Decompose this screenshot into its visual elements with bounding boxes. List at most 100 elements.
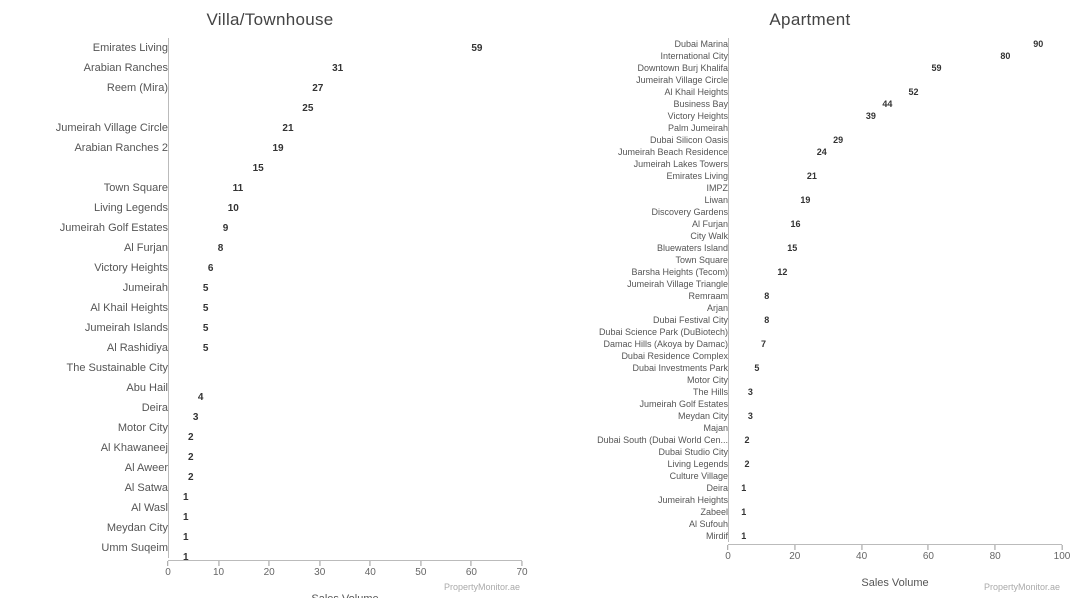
bar-row: Al Khail Heights5 bbox=[18, 298, 522, 318]
x-tick: 60 bbox=[923, 545, 934, 562]
category-label: Liwan bbox=[558, 195, 734, 205]
value-label: 3 bbox=[748, 411, 753, 421]
bar-row: Deira 1 bbox=[558, 482, 1062, 494]
bar-row: 15 bbox=[18, 158, 522, 178]
bar-area: 2 bbox=[174, 443, 522, 454]
category-label: City Walk bbox=[558, 231, 734, 241]
category-label: Jumeirah Golf Estates bbox=[558, 399, 734, 409]
category-label: Victory Heights bbox=[558, 111, 734, 121]
bar-area: 29 bbox=[734, 135, 1062, 145]
value-label: 59 bbox=[932, 63, 942, 73]
x-tick-label: 0 bbox=[725, 551, 731, 562]
bar-row: Jumeirah Beach Residence24 bbox=[558, 146, 1062, 158]
x-axis: 020406080100 bbox=[728, 544, 1062, 561]
value-label: 19 bbox=[800, 195, 810, 205]
panel-title-apartment: Apartment bbox=[558, 10, 1062, 30]
bar-area: 3 bbox=[174, 403, 522, 414]
bar-area: 25 bbox=[174, 103, 522, 114]
category-label: Business Bay bbox=[558, 99, 734, 109]
value-label: 11 bbox=[233, 183, 244, 194]
value-label: 15 bbox=[253, 163, 264, 174]
category-label: Victory Heights bbox=[18, 262, 174, 274]
bar-row: Jumeirah5 bbox=[18, 278, 522, 298]
bar-area: 27 bbox=[174, 83, 522, 94]
value-label: 4 bbox=[198, 392, 204, 403]
category-label: Al Satwa bbox=[18, 482, 174, 494]
bar-row: Arabian Ranches 219 bbox=[18, 138, 522, 158]
x-tick-label: 0 bbox=[165, 567, 171, 578]
value-label: 25 bbox=[302, 103, 313, 114]
bar-area: 1 bbox=[174, 503, 522, 514]
category-label: Jumeirah Village Circle bbox=[558, 75, 734, 85]
bar-area: 2 bbox=[734, 459, 1062, 469]
x-tick-label: 30 bbox=[314, 567, 325, 578]
bar-area: 9 bbox=[174, 223, 522, 234]
x-tick-label: 70 bbox=[516, 567, 527, 578]
x-tick: 20 bbox=[789, 545, 800, 562]
category-label: Dubai Residence Complex bbox=[558, 351, 734, 361]
bar-row: Emirates Living59 bbox=[18, 38, 522, 58]
bar-area: 21 bbox=[734, 171, 1062, 181]
bar-area: 12 bbox=[734, 267, 1062, 277]
value-label: 90 bbox=[1033, 39, 1043, 49]
value-label: 3 bbox=[193, 412, 199, 423]
value-label: 16 bbox=[790, 219, 800, 229]
value-label: 5 bbox=[203, 303, 209, 314]
bar-area: 3 bbox=[734, 387, 1062, 397]
bar-area: 19 bbox=[174, 143, 522, 154]
bar-area: 15 bbox=[734, 243, 1062, 253]
bar-row: Jumeirah Heights bbox=[558, 494, 1062, 506]
bar-row: Business Bay44 bbox=[558, 98, 1062, 110]
category-label: Jumeirah bbox=[18, 282, 174, 294]
bar-area: 44 bbox=[734, 99, 1062, 109]
panel-title-villa: Villa/Townhouse bbox=[18, 10, 522, 30]
category-label: Deira bbox=[558, 483, 734, 493]
bar-area: 1 bbox=[174, 483, 522, 494]
x-tick: 70 bbox=[516, 561, 527, 578]
value-label: 29 bbox=[833, 135, 843, 145]
bar-row: Discovery Gardens bbox=[558, 206, 1062, 218]
x-tick: 0 bbox=[165, 561, 171, 578]
x-tick-label: 60 bbox=[466, 567, 477, 578]
category-label: Arjan bbox=[558, 303, 734, 313]
category-label: Al Wasl bbox=[18, 502, 174, 514]
x-tick: 40 bbox=[856, 545, 867, 562]
bar-row: Emirates Living21 bbox=[558, 170, 1062, 182]
category-label: Culture Village bbox=[558, 471, 734, 481]
bar-row: Living Legends10 bbox=[18, 198, 522, 218]
bar-area: 1 bbox=[734, 507, 1062, 517]
value-label: 8 bbox=[764, 315, 769, 325]
category-label: Living Legends bbox=[558, 459, 734, 469]
value-label: 15 bbox=[787, 243, 797, 253]
bar-row: Remraam8 bbox=[558, 290, 1062, 302]
value-label: 31 bbox=[332, 63, 343, 74]
value-label: 21 bbox=[282, 123, 293, 134]
bar-row: Victory Heights39 bbox=[558, 110, 1062, 122]
value-label: 1 bbox=[183, 512, 189, 523]
category-label: Al Khail Heights bbox=[558, 87, 734, 97]
category-label: Dubai Studio City bbox=[558, 447, 734, 457]
bar-area: 2 bbox=[174, 423, 522, 434]
value-label: 27 bbox=[312, 83, 323, 94]
category-label: Jumeirah Islands bbox=[18, 322, 174, 334]
category-label: Arabian Ranches 2 bbox=[18, 142, 174, 154]
value-label: 6 bbox=[208, 263, 214, 274]
chart-villa: Emirates Living59Arabian Ranches31Reem (… bbox=[18, 38, 522, 598]
value-label: 5 bbox=[754, 363, 759, 373]
category-label: Al Khawaneej bbox=[18, 442, 174, 454]
category-label: Majan bbox=[558, 423, 734, 433]
category-label: Damac Hills (Akoya by Damac) bbox=[558, 339, 734, 349]
x-tick: 100 bbox=[1054, 545, 1071, 562]
bar-row: Motor City bbox=[558, 374, 1062, 386]
x-axis: 010203040506070 bbox=[168, 560, 522, 577]
bar-row: City Walk bbox=[558, 230, 1062, 242]
value-label: 1 bbox=[741, 483, 746, 493]
value-label: 5 bbox=[203, 323, 209, 334]
bar-area: 10 bbox=[174, 203, 522, 214]
bar-row: 25 bbox=[18, 98, 522, 118]
bar-row: Abu Hail4 bbox=[18, 378, 522, 398]
category-label: Zabeel bbox=[558, 507, 734, 517]
value-label: 9 bbox=[223, 223, 229, 234]
bar-row: Mirdif1 bbox=[558, 530, 1062, 542]
value-label: 52 bbox=[909, 87, 919, 97]
